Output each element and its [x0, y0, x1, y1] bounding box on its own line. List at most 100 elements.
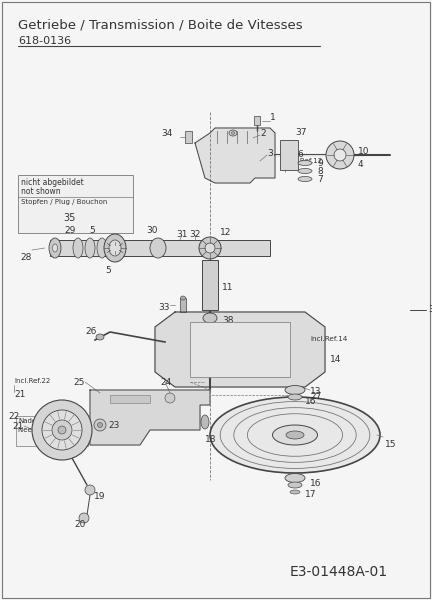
- Text: nicht abgebildet: nicht abgebildet: [21, 178, 84, 187]
- Ellipse shape: [298, 176, 312, 181]
- Polygon shape: [90, 390, 210, 445]
- Text: 8: 8: [317, 166, 323, 175]
- Circle shape: [165, 393, 175, 403]
- Bar: [254, 116, 260, 125]
- Ellipse shape: [109, 240, 121, 256]
- Text: 27: 27: [310, 392, 321, 401]
- Bar: [190, 322, 290, 377]
- Circle shape: [79, 513, 89, 523]
- Circle shape: [58, 426, 66, 434]
- Text: 34: 34: [162, 128, 173, 137]
- Text: incl.Ref.12: incl.Ref.12: [285, 158, 322, 164]
- Ellipse shape: [203, 313, 217, 323]
- Text: E3-01448A-01: E3-01448A-01: [290, 565, 388, 579]
- Ellipse shape: [232, 132, 235, 134]
- Ellipse shape: [285, 473, 305, 482]
- Bar: [202, 260, 218, 310]
- Ellipse shape: [288, 394, 302, 400]
- Text: 20: 20: [74, 520, 86, 529]
- Ellipse shape: [181, 296, 185, 300]
- Text: 21: 21: [14, 390, 25, 399]
- Text: 4: 4: [358, 160, 364, 169]
- Ellipse shape: [290, 490, 300, 494]
- Text: not shown: not shown: [21, 187, 60, 196]
- Text: 23: 23: [108, 421, 119, 430]
- Text: 10: 10: [358, 147, 369, 156]
- Text: Incl.Ref.22: Incl.Ref.22: [14, 378, 50, 384]
- Ellipse shape: [97, 238, 107, 258]
- Text: 16: 16: [305, 397, 317, 406]
- Bar: [50, 240, 270, 256]
- Text: 22: 22: [57, 442, 68, 451]
- Ellipse shape: [298, 169, 312, 173]
- Text: Nadellager: Nadellager: [18, 418, 56, 424]
- Circle shape: [52, 420, 72, 440]
- Circle shape: [42, 410, 82, 450]
- Text: incl.Ref.14: incl.Ref.14: [310, 336, 347, 342]
- Text: 618-0136: 618-0136: [18, 36, 71, 46]
- Text: 2: 2: [260, 128, 266, 137]
- Bar: [110, 395, 150, 403]
- Circle shape: [334, 149, 346, 161]
- Ellipse shape: [298, 160, 312, 166]
- Text: 37: 37: [295, 128, 306, 137]
- Text: 28: 28: [21, 253, 32, 262]
- Ellipse shape: [49, 238, 61, 258]
- Ellipse shape: [73, 238, 83, 258]
- Polygon shape: [155, 312, 325, 387]
- Text: 7: 7: [317, 175, 323, 184]
- Text: Getriebe / Transmission / Boite de Vitesses: Getriebe / Transmission / Boite de Vites…: [18, 18, 303, 31]
- Bar: [16, 416, 88, 446]
- Text: Needle Bearing: Needle Bearing: [18, 427, 72, 433]
- Text: 18: 18: [205, 435, 216, 444]
- Text: 26: 26: [85, 327, 96, 336]
- Text: 16: 16: [310, 479, 321, 488]
- Ellipse shape: [96, 334, 104, 340]
- Ellipse shape: [229, 130, 237, 136]
- Text: 3: 3: [267, 148, 273, 157]
- Text: 21: 21: [13, 422, 24, 431]
- Bar: [185, 131, 192, 143]
- Text: 14: 14: [330, 355, 341, 364]
- Text: 13: 13: [310, 387, 321, 396]
- Ellipse shape: [199, 237, 221, 259]
- Text: 29: 29: [64, 226, 76, 235]
- Ellipse shape: [85, 238, 95, 258]
- Text: 32: 32: [189, 230, 201, 239]
- Ellipse shape: [150, 238, 166, 258]
- Polygon shape: [195, 128, 275, 183]
- Text: 33: 33: [159, 303, 170, 312]
- Ellipse shape: [288, 482, 302, 488]
- Text: 30: 30: [146, 226, 158, 235]
- Circle shape: [32, 400, 92, 460]
- Ellipse shape: [285, 385, 305, 395]
- Circle shape: [98, 422, 102, 427]
- Ellipse shape: [210, 397, 380, 473]
- Text: 19: 19: [94, 492, 105, 501]
- Text: 25: 25: [73, 378, 85, 387]
- Circle shape: [85, 485, 95, 495]
- Circle shape: [326, 141, 354, 169]
- Bar: [280, 140, 298, 170]
- Text: 31: 31: [176, 230, 188, 239]
- Text: 38: 38: [222, 316, 234, 325]
- Text: 15: 15: [385, 440, 397, 449]
- Bar: [18, 175, 133, 233]
- Text: 9: 9: [317, 158, 323, 167]
- Text: 5: 5: [105, 266, 111, 275]
- Text: 17: 17: [305, 490, 317, 499]
- Ellipse shape: [205, 243, 215, 253]
- Circle shape: [94, 419, 106, 431]
- Text: Stopfen / Plug / Bouchon: Stopfen / Plug / Bouchon: [21, 199, 108, 205]
- Ellipse shape: [104, 234, 126, 262]
- Text: 12: 12: [220, 228, 232, 237]
- Text: 35: 35: [64, 213, 76, 223]
- Text: 5: 5: [89, 226, 95, 235]
- Ellipse shape: [201, 415, 209, 429]
- Ellipse shape: [53, 244, 57, 252]
- Text: 22: 22: [8, 412, 19, 421]
- Text: 6: 6: [297, 150, 303, 159]
- Ellipse shape: [273, 425, 318, 445]
- Bar: [180, 298, 186, 312]
- Text: 39: 39: [428, 305, 432, 314]
